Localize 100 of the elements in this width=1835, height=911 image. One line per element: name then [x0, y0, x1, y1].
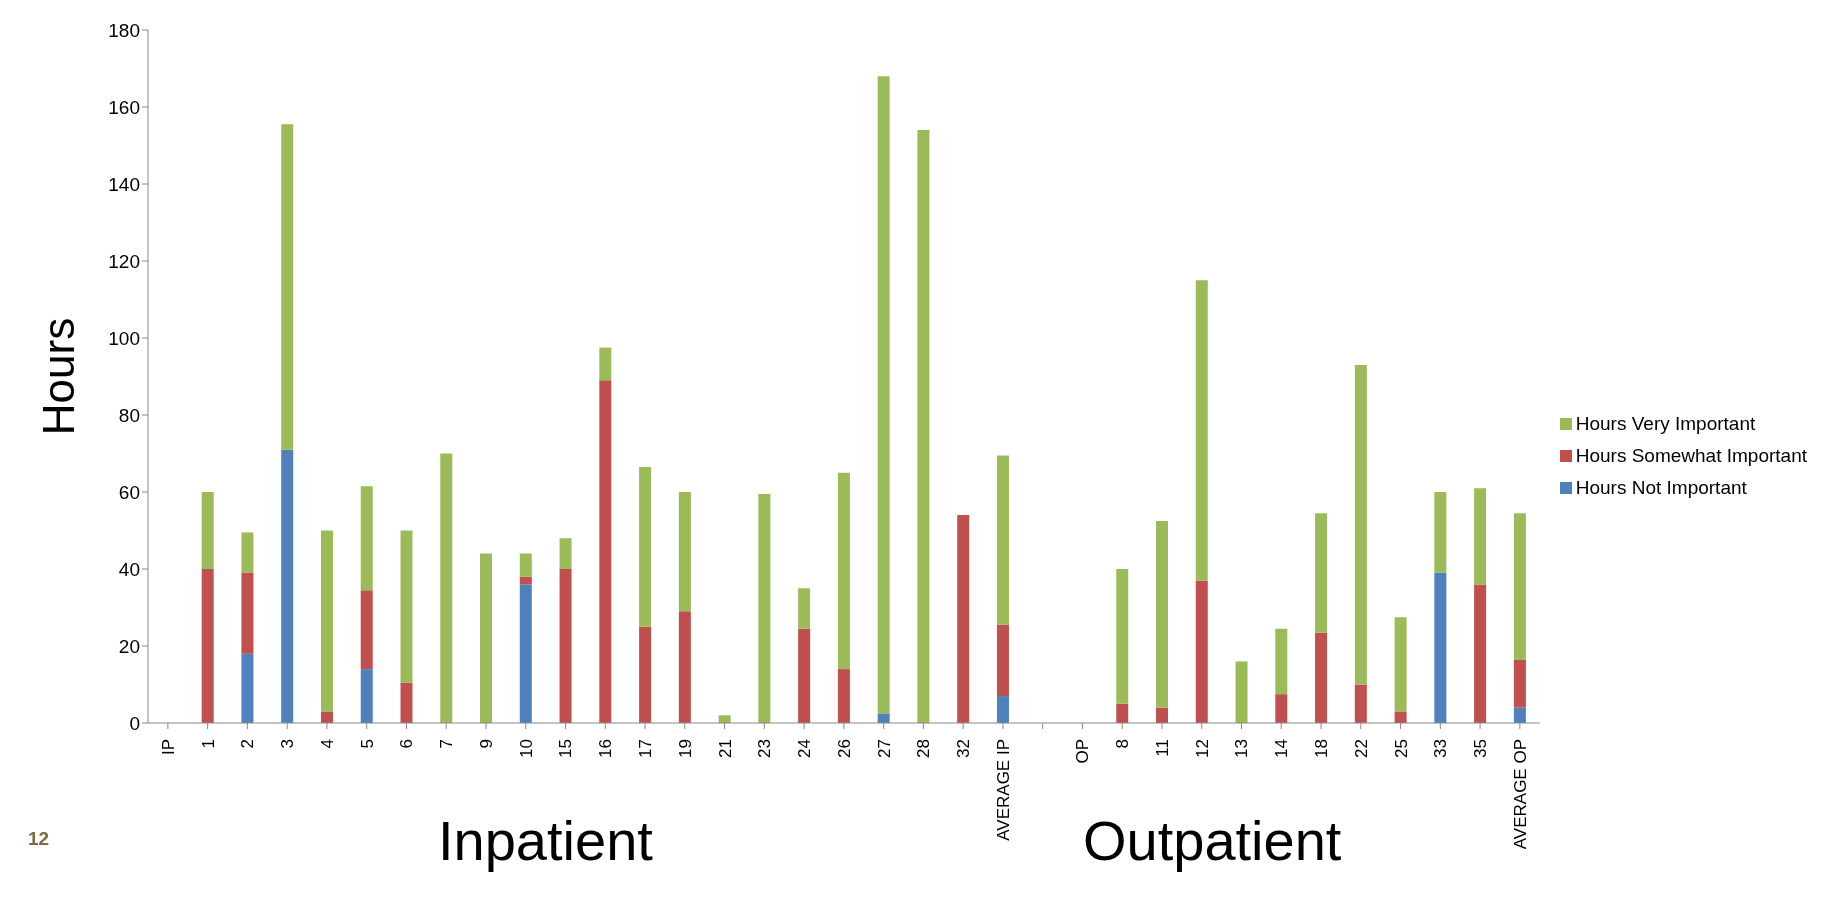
- bar: [996, 455, 1009, 625]
- bar: [1275, 694, 1288, 723]
- bar: [917, 130, 930, 723]
- x-tick-label: 25: [1391, 739, 1411, 758]
- bar: [957, 515, 970, 723]
- x-tick-label: 22: [1351, 739, 1371, 758]
- bar: [996, 696, 1009, 723]
- y-tick-label: 100: [108, 327, 140, 349]
- bar: [241, 653, 254, 723]
- x-tick-label: 2: [238, 739, 258, 749]
- y-tick-label: 0: [129, 712, 140, 734]
- bar: [599, 347, 612, 381]
- y-tick-label: 60: [118, 481, 140, 503]
- x-tick-label: OP: [1073, 739, 1093, 764]
- y-tick-label: 180: [108, 19, 140, 41]
- bar: [320, 711, 333, 723]
- bar: [1354, 364, 1367, 685]
- y-tick-label: 40: [118, 558, 140, 580]
- bar: [877, 713, 890, 723]
- x-tick-label: 26: [834, 739, 854, 758]
- x-tick-label: 7: [437, 739, 457, 749]
- bar: [480, 553, 493, 723]
- bar: [1195, 280, 1208, 581]
- bar: [1235, 661, 1248, 723]
- bar: [400, 682, 413, 723]
- bar: [996, 624, 1009, 697]
- bar: [1394, 617, 1407, 712]
- x-tick-label: 21: [715, 739, 735, 758]
- x-tick-label: 17: [636, 739, 655, 758]
- bar: [519, 553, 532, 577]
- x-tick-label: 12: [1192, 739, 1212, 758]
- bar: [1315, 632, 1328, 723]
- bar: [1156, 520, 1169, 708]
- bar: [519, 576, 532, 585]
- bar: [201, 569, 214, 723]
- x-tick-label: 4: [317, 739, 337, 749]
- x-tick-label: 3: [278, 739, 298, 749]
- x-tick-label: 6: [397, 739, 417, 749]
- bar: [1156, 707, 1169, 723]
- legend-label: Hours Somewhat Important: [1575, 444, 1807, 467]
- legend-label: Hours Not Important: [1575, 476, 1747, 499]
- y-tick-label: 20: [118, 635, 140, 657]
- x-tick-label: 27: [874, 739, 894, 758]
- text: Outpatient: [1083, 808, 1342, 873]
- bar: [1394, 711, 1407, 723]
- bar: [281, 124, 294, 450]
- y-tick-label: 140: [108, 173, 140, 195]
- bar: [360, 486, 373, 591]
- bar: [639, 626, 652, 723]
- x-tick-label: 9: [476, 739, 496, 749]
- bar: [1315, 513, 1328, 633]
- x-tick-label: 24: [795, 739, 815, 758]
- x-tick-label: 28: [914, 739, 934, 758]
- x-tick-label: AVERAGE OP: [1510, 739, 1530, 850]
- bar: [400, 530, 413, 683]
- text: Inpatient: [438, 808, 653, 873]
- bar: [798, 588, 811, 629]
- x-tick-label: 14: [1272, 739, 1292, 758]
- bar: [678, 611, 691, 723]
- bar: [241, 572, 254, 654]
- x-tick-label: 19: [675, 739, 695, 758]
- legend-label: Hours Very Important: [1575, 412, 1756, 435]
- bar: [837, 472, 850, 670]
- bar: [639, 466, 652, 627]
- bar: [758, 493, 771, 723]
- x-tick-label: 35: [1471, 739, 1491, 758]
- bar: [1354, 684, 1367, 723]
- bar: [1474, 584, 1487, 723]
- y-axis-title: Hours: [33, 317, 83, 436]
- bar: [440, 453, 453, 723]
- bar: [1513, 707, 1526, 723]
- bar: [320, 530, 333, 712]
- bar: [360, 669, 373, 723]
- x-tick-label: 18: [1311, 739, 1331, 758]
- x-tick-label: IP: [158, 739, 178, 756]
- bar: [241, 532, 254, 573]
- bar: [1434, 572, 1447, 723]
- x-tick-label: 33: [1431, 739, 1451, 758]
- bar: [798, 628, 811, 723]
- bar: [281, 449, 294, 723]
- x-tick-label: 13: [1232, 739, 1252, 758]
- bar: [559, 538, 572, 569]
- x-tick-label: 32: [954, 739, 974, 758]
- y-tick-label: 160: [108, 96, 140, 118]
- x-tick-label: 16: [596, 739, 616, 758]
- x-tick-label: 10: [516, 739, 536, 758]
- bar: [718, 715, 731, 723]
- bar: [559, 569, 572, 723]
- y-tick-label: 120: [108, 250, 140, 272]
- x-tick-label: 8: [1113, 739, 1133, 749]
- y-tick-label: 80: [118, 404, 140, 426]
- bar: [1116, 569, 1129, 704]
- bar: [678, 492, 691, 612]
- bar: [1474, 488, 1487, 585]
- bar: [1513, 513, 1526, 660]
- x-tick-label: 5: [357, 739, 377, 749]
- x-tick-label: 23: [755, 739, 775, 758]
- x-tick-label: 15: [556, 739, 576, 758]
- bar: [519, 584, 532, 723]
- bar: [837, 669, 850, 723]
